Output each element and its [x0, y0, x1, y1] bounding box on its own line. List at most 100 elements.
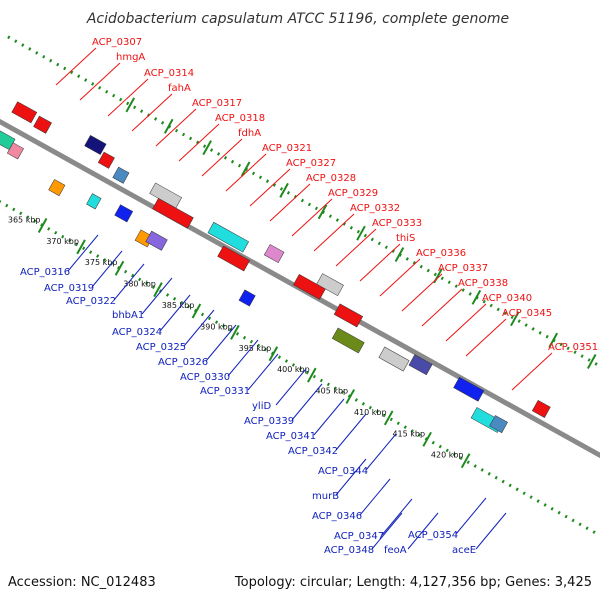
gene-feature — [112, 166, 130, 184]
tick-label: 380 kbp — [123, 280, 156, 289]
tick-mark — [345, 389, 356, 405]
tick-label: 410 kbp — [354, 408, 387, 417]
tick-mark — [422, 431, 432, 447]
topology-text: Topology: circular; Length: 4,127,356 bp… — [234, 575, 592, 590]
reverse-gene-label: ACP_0324 — [112, 327, 162, 338]
tick-mark — [317, 204, 328, 220]
reverse-leader-line — [275, 368, 307, 406]
reverse-gene-label: ACP_0331 — [200, 386, 250, 397]
gene-feature — [207, 221, 250, 253]
forward-leader-line — [313, 213, 355, 252]
accession-text: Accession: NC_012483 — [8, 575, 156, 590]
gene-feature — [378, 346, 410, 372]
reverse-leader-line — [227, 339, 259, 377]
gene-feature — [11, 101, 38, 124]
forward-leader-line — [155, 108, 197, 147]
reverse-leader-line — [313, 398, 345, 436]
tick-mark — [114, 260, 125, 276]
tick-mark — [191, 303, 202, 319]
gene-feature — [114, 204, 134, 223]
reverse-leader-line — [371, 512, 403, 550]
reverse-gene-label: ACP_0354 — [408, 530, 458, 541]
forward-gene-label: ACP_0340 — [482, 293, 532, 304]
forward-leader-line — [291, 198, 333, 237]
reverse-leader-line — [335, 413, 367, 451]
forward-leader-line — [107, 78, 149, 117]
forward-gene-label: ACP_0327 — [286, 158, 336, 169]
reverse-gene-label: yliD — [252, 401, 271, 412]
tick-mark — [383, 410, 394, 426]
dotted-tracks — [0, 35, 600, 537]
label-leader-lines — [55, 47, 553, 550]
gene-feature — [408, 354, 433, 376]
tick-mark — [460, 453, 471, 469]
reverse-gene-label: feoA — [384, 545, 407, 556]
reverse-leader-line — [455, 497, 487, 535]
forward-gene-label: ACP_0329 — [328, 188, 378, 199]
tick-mark — [279, 182, 289, 198]
forward-leader-line — [55, 47, 97, 86]
reverse-leader-line — [91, 250, 123, 288]
gene-feature — [145, 230, 168, 251]
gene-feature — [263, 244, 285, 264]
forward-gene-label: ACP_0317 — [192, 98, 242, 109]
reverse-gene-label: ACP_0342 — [288, 446, 338, 457]
reverse-gene-label: murB — [312, 491, 339, 502]
forward-gene-label: ACP_0314 — [144, 68, 194, 79]
reverse-gene-label: ACP_0344 — [318, 466, 368, 477]
forward-leader-line — [511, 352, 553, 391]
tick-mark — [240, 161, 251, 177]
forward-gene-label: fahA — [168, 83, 191, 94]
reverse-gene-label: ACP_0330 — [180, 372, 230, 383]
reverse-leader-line — [475, 512, 507, 550]
reverse-leader-line — [183, 309, 215, 347]
tick-mark — [548, 332, 559, 348]
forward-gene-label: ACP_0345 — [502, 308, 552, 319]
forward-gene-label: ACP_0321 — [262, 143, 312, 154]
reverse-leader-line — [113, 263, 145, 301]
gene-feature — [33, 115, 52, 134]
forward-leader-line — [379, 258, 421, 297]
tick-mark — [37, 217, 48, 233]
reverse-leader-line — [141, 277, 173, 315]
tick-label: 390 kbp — [200, 322, 233, 331]
reverse-gene-label: ACP_0348 — [324, 545, 374, 556]
reverse-leader-line — [359, 478, 391, 516]
forward-leader-line — [178, 123, 220, 162]
reverse-leader-line — [159, 294, 191, 332]
tick-label: 375 kbp — [85, 258, 118, 267]
forward-leader-line — [335, 228, 377, 267]
tick-label: 395 kbp — [239, 344, 272, 353]
forward-gene-label: ACP_0307 — [92, 37, 142, 48]
gene-feature — [152, 197, 194, 229]
forward-leader-line — [225, 153, 267, 192]
reverse-leader-line — [407, 512, 439, 550]
tick-mark — [307, 367, 317, 383]
forward-gene-label: ACP_0328 — [306, 173, 356, 184]
reverse-gene-label: ACP_0341 — [266, 431, 316, 442]
reverse-gene-label: aceE — [452, 545, 476, 556]
reverse-gene-label: ACP_0346 — [312, 511, 362, 522]
reverse-leader-line — [291, 383, 323, 421]
reverse-gene-label: bhbA1 — [112, 310, 144, 321]
tick-label: 370 kbp — [46, 237, 79, 246]
forward-gene-label: ACP_0333 — [372, 218, 422, 229]
tick-mark — [125, 97, 136, 113]
gene-feature — [217, 245, 251, 272]
tick-mark — [230, 324, 240, 340]
tick-label: 415 kbp — [392, 429, 425, 438]
gene-feature — [489, 415, 508, 434]
tick-mark — [356, 225, 366, 241]
gene-feature — [238, 289, 256, 307]
forward-leader-line — [359, 243, 401, 282]
forward-gene-label: ACP_0337 — [438, 263, 488, 274]
forward-leader-line — [465, 318, 507, 357]
forward-leader-line — [79, 62, 121, 101]
forward-gene-label: ACP_0336 — [416, 248, 466, 259]
reverse-leader-line — [205, 324, 237, 362]
reverse-leader-line — [365, 433, 397, 471]
tick-mark — [471, 289, 482, 305]
gene-feature — [97, 151, 115, 169]
